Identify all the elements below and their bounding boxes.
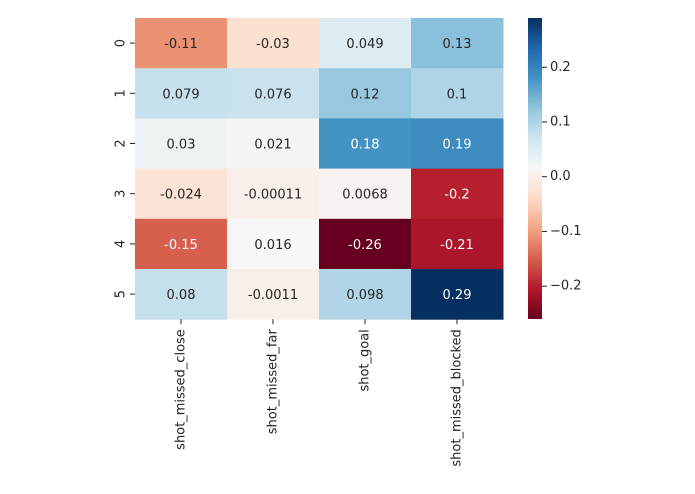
heatmap-cell-r5-c1 (227, 269, 320, 320)
heatmap-cell-r4-c2 (319, 218, 412, 270)
column-tick-label-1: shot_missed_far (266, 329, 281, 435)
cell-value-label-r4-c0: -0.15 (164, 238, 198, 253)
colorbar: 0.2 0.1 0.0 −0.1 −0.2 (528, 18, 582, 319)
cell-value-label-r1-c1: 0.076 (254, 87, 291, 102)
heatmap-cell-r3-c2 (319, 168, 412, 220)
heatmap-cell-r2-c3 (411, 118, 504, 170)
column-tick-labels: shot_missed_close shot_missed_far shot_goa… (174, 319, 465, 467)
cell-value-label-r5-c0: 0.08 (167, 288, 196, 303)
heatmap-cell-r3-c1 (227, 168, 320, 220)
heatmap-cell-r0-c3 (411, 18, 504, 69)
heatmap-cell-r3-c3 (411, 168, 504, 220)
cell-value-label-r0-c3: 0.13 (443, 37, 472, 52)
cell-value-label-r3-c0: -0.024 (160, 188, 202, 203)
cell-value-label-r1-c2: 0.12 (351, 87, 380, 102)
row-tick-label-1: 1 (114, 89, 129, 97)
column-tick-label-2: shot_goal (358, 329, 373, 391)
cell-value-label-r2-c1: 0.021 (254, 138, 291, 153)
colorbar-tick-label-3: −0.1 (550, 224, 582, 239)
colorbar-tick-label-2: 0.0 (550, 169, 571, 184)
heatmap-cell-r0-c1 (227, 18, 320, 69)
heatmap-cell-r5-c2 (319, 269, 412, 320)
cell-value-label-r0-c2: 0.049 (346, 37, 383, 52)
heatmap-cell-r0-c0 (135, 18, 228, 69)
colorbar-tick-label-4: −0.2 (550, 279, 582, 294)
row-tick-labels: 0 1 2 3 4 5 (114, 39, 135, 298)
heatmap-cell-r3-c0 (135, 168, 228, 220)
cell-value-label-r1-c0: 0.079 (162, 87, 199, 102)
heatmap-cell-r1-c2 (319, 68, 412, 119)
heatmap-cell-r2-c0 (135, 118, 228, 170)
cell-value-label-r4-c3: -0.21 (440, 238, 474, 253)
cell-value-label-r5-c3: 0.29 (443, 288, 472, 303)
heatmap-cell-r1-c3 (411, 68, 504, 119)
heatmap-cell-r5-c0 (135, 269, 228, 320)
cell-value-label-r2-c2: 0.18 (351, 138, 380, 153)
heatmap-cell-r5-c3 (411, 269, 504, 320)
colorbar-tick-label-0: 0.2 (550, 60, 571, 75)
row-tick-label-0: 0 (114, 39, 129, 47)
heatmap-cell-r4-c0 (135, 218, 228, 270)
colorbar-tick-label-1: 0.1 (550, 114, 571, 129)
cell-value-label-r2-c3: 0.19 (443, 138, 472, 153)
heatmap-cell-r2-c2 (319, 118, 412, 170)
heatmap-cell-r4-c3 (411, 218, 504, 270)
heatmap-cell-r0-c2 (319, 18, 412, 69)
cell-value-label-r3-c2: 0.0068 (342, 188, 388, 203)
cell-value-label-r0-c1: -0.03 (256, 37, 290, 52)
heatmap-cell-r1-c0 (135, 68, 228, 119)
cell-value-label-r4-c2: -0.26 (348, 238, 382, 253)
heatmap-cell-r1-c1 (227, 68, 320, 119)
colorbar-gradient (528, 18, 542, 319)
cell-value-label-r2-c0: 0.03 (167, 138, 196, 153)
cell-value-label-r5-c1: -0.0011 (248, 288, 298, 303)
column-tick-label-3: shot_missed_blocked (450, 329, 465, 466)
heatmap-cell-r2-c1 (227, 118, 320, 170)
row-tick-label-4: 4 (114, 240, 129, 248)
row-tick-label-5: 5 (114, 290, 129, 298)
cell-value-label-r4-c1: 0.016 (254, 238, 291, 253)
cell-value-label-r0-c0: -0.11 (164, 37, 198, 52)
heatmap-cells: -0.11 -0.03 0.049 0.13 0.079 0.076 0.12 0.1 0.03… (135, 18, 504, 320)
row-tick-label-3: 3 (114, 190, 129, 198)
cell-value-label-r1-c3: 0.1 (447, 87, 468, 102)
heatmap-cell-r4-c1 (227, 218, 320, 270)
column-tick-label-0: shot_missed_close (174, 329, 189, 450)
cell-value-label-r5-c2: 0.098 (346, 288, 383, 303)
cell-value-label-r3-c1: -0.00011 (244, 188, 302, 203)
row-tick-label-2: 2 (114, 139, 129, 147)
cell-value-label-r3-c3: -0.2 (444, 188, 469, 203)
